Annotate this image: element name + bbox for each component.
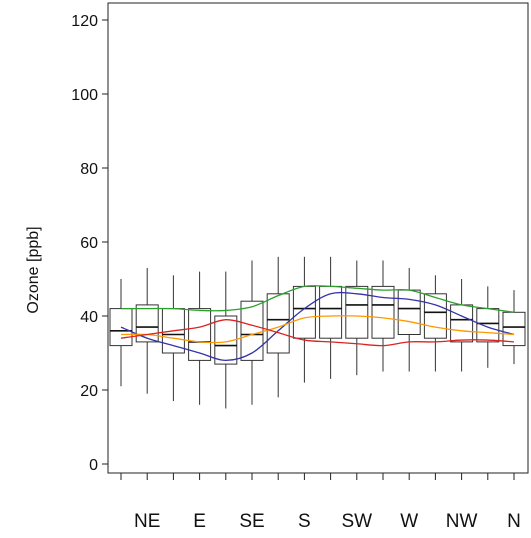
x-tick-label: SE bbox=[239, 511, 264, 532]
x-tick-label: W bbox=[400, 511, 418, 532]
series-line-0 bbox=[121, 284, 515, 313]
y-tick-label: 120 bbox=[71, 13, 98, 30]
x-tick-label: S bbox=[298, 511, 311, 532]
y-axis: 0 20 40 60 80 100 120 bbox=[71, 13, 108, 474]
series-line-1 bbox=[120, 291, 515, 362]
box bbox=[240, 300, 264, 361]
box bbox=[345, 285, 369, 339]
box bbox=[397, 289, 421, 336]
x-axis: NE E SE S SW W NW N bbox=[120, 473, 521, 532]
box bbox=[371, 285, 395, 339]
y-tick-label: 60 bbox=[80, 235, 98, 252]
x-tick-label: NW bbox=[446, 511, 478, 532]
box bbox=[502, 311, 526, 347]
y-tick-label: 20 bbox=[80, 383, 98, 400]
box bbox=[423, 293, 447, 339]
x-tick-label: SW bbox=[341, 511, 372, 532]
y-tick-label: 0 bbox=[89, 457, 98, 474]
boxplot-group bbox=[109, 256, 526, 409]
y-axis-label: Ozone [ppb] bbox=[25, 226, 42, 313]
series-group bbox=[120, 284, 515, 362]
box bbox=[188, 308, 212, 361]
y-tick-label: 100 bbox=[71, 87, 98, 104]
box bbox=[476, 308, 500, 343]
y-tick-label: 80 bbox=[80, 161, 98, 178]
x-tick-label: E bbox=[193, 511, 206, 532]
box bbox=[214, 315, 238, 365]
box bbox=[292, 285, 316, 339]
y-tick-label: 40 bbox=[80, 309, 98, 326]
x-tick-label: N bbox=[507, 511, 521, 532]
series-line-2 bbox=[120, 315, 515, 344]
series-line-3 bbox=[120, 319, 515, 347]
plot-frame bbox=[107, 2, 529, 474]
box bbox=[450, 304, 474, 343]
box bbox=[135, 304, 159, 343]
x-tick-label: NE bbox=[134, 511, 160, 532]
